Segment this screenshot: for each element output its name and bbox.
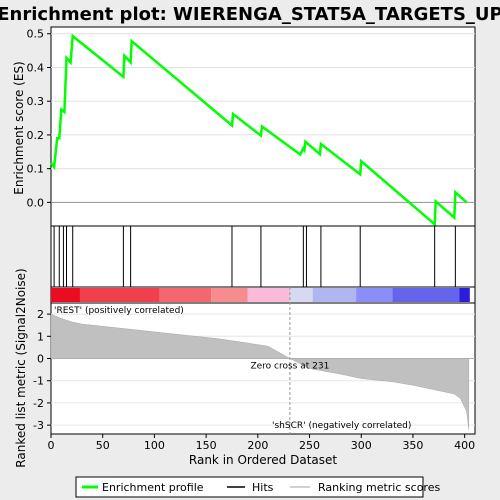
hits-panel <box>51 226 475 287</box>
colorbar-segment <box>211 288 247 302</box>
enrichment-ytick-label: 0.0 <box>27 196 45 209</box>
legend-enrichment-label: Enrichment profile <box>102 481 204 494</box>
colorbar-segment <box>247 288 289 302</box>
colorbar-segment <box>51 288 80 302</box>
ranked-list-yaxis: 2 1 0 -1 -2 -3 <box>33 308 51 432</box>
enrichment-ylabel: Enrichment score (ES) <box>12 61 26 194</box>
colorbar-segment <box>356 288 392 302</box>
ranked-list-ytick-label: -2 <box>33 397 44 410</box>
rank-xaxis: 0 50 100 150 200 250 300 350 400 <box>48 434 476 452</box>
rank-xtick-label: 0 <box>48 439 55 452</box>
legend-ranking-label: Ranking metric scores <box>318 481 440 494</box>
ranked-list-ytick-label: 2 <box>37 308 44 321</box>
rank-xlabel: Rank in Ordered Dataset <box>189 453 337 467</box>
colorbar-segment <box>313 288 356 302</box>
ranking-colorbar <box>51 288 470 302</box>
colorbar-segment <box>459 288 469 302</box>
rank-xtick-label: 150 <box>196 439 217 452</box>
enrichment-ytick-label: 0.3 <box>27 95 45 108</box>
ranked-list-ytick-label: 0 <box>37 353 44 366</box>
ranked-list-ytick-label: 1 <box>37 330 44 343</box>
ranked-list-ylabel: Ranked list metric (Signal2Noise) <box>14 268 28 467</box>
ranked-list-ytick-label: -3 <box>33 419 44 432</box>
colorbar-segment <box>80 288 160 302</box>
rank-xtick-label: 50 <box>96 439 110 452</box>
negative-correlation-label: 'shSCR' (negatively correlated) <box>272 421 411 431</box>
enrichment-ytick-label: 0.2 <box>27 129 45 142</box>
colorbar-segment <box>160 288 212 302</box>
enrichment-ytick-label: 0.4 <box>27 61 45 74</box>
enrichment-ytick-label: 0.5 <box>27 28 45 41</box>
rank-xtick-label: 400 <box>454 439 475 452</box>
colorbar-segment <box>290 288 313 302</box>
zero-cross-label: Zero cross at 231 <box>250 362 329 372</box>
enrichment-ytick-label: 0.1 <box>27 163 45 176</box>
rank-xtick-label: 100 <box>144 439 165 452</box>
ranked-list-ytick-label: -1 <box>33 375 44 388</box>
legend-hits-label: Hits <box>252 481 274 494</box>
chart-title: Enrichment plot: WIERENGA_STAT5A_TARGETS… <box>0 4 500 25</box>
colorbar-segment <box>392 288 459 302</box>
rank-xtick-label: 350 <box>402 439 423 452</box>
rank-xtick-label: 250 <box>299 439 320 452</box>
enrichment-yaxis: 0.0 0.1 0.2 0.3 0.4 0.5 <box>27 28 52 210</box>
rank-xtick-label: 300 <box>351 439 372 452</box>
positive-correlation-label: 'REST' (positively correlated) <box>54 306 184 316</box>
rank-xtick-label: 200 <box>247 439 268 452</box>
